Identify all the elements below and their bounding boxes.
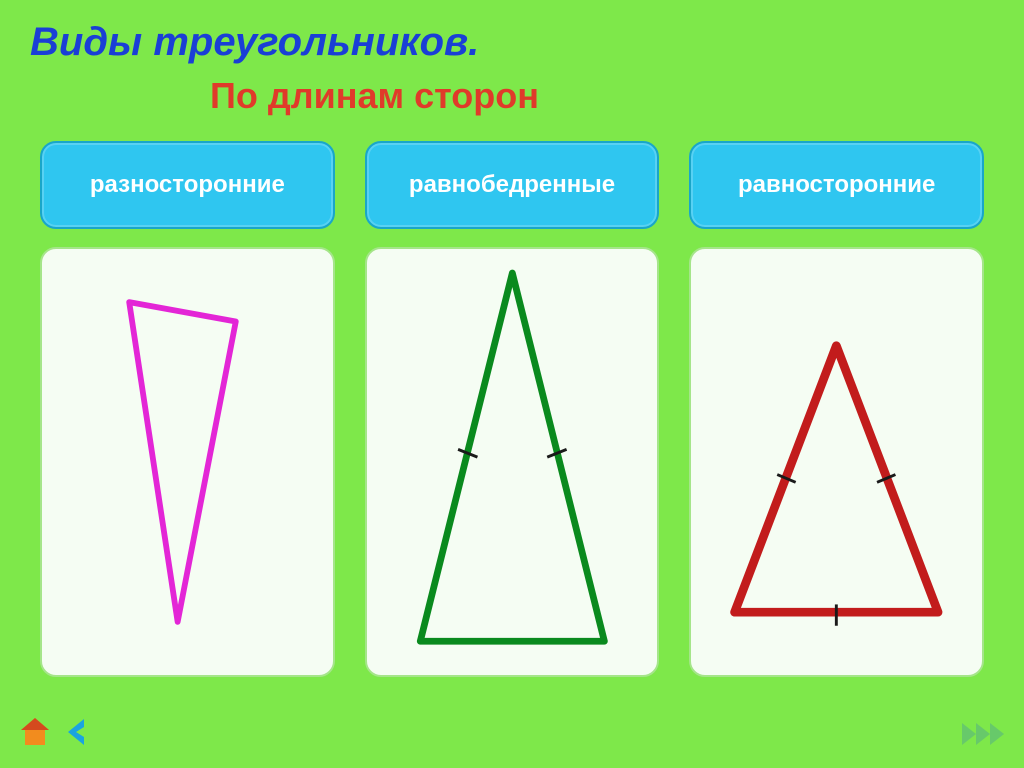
triangle-scalene xyxy=(42,249,333,675)
label-isosceles: равнобедренные xyxy=(365,141,660,229)
triangle-isosceles xyxy=(367,249,658,675)
cards-row xyxy=(30,247,994,677)
labels-row: разносторонние равнобедренные равносторо… xyxy=(30,141,994,229)
card-scalene xyxy=(40,247,335,677)
label-equilateral: равносторонние xyxy=(689,141,984,229)
next-icon[interactable] xyxy=(960,719,1006,754)
nav-right xyxy=(960,719,1006,754)
page-title: Виды треугольников. xyxy=(30,20,994,65)
triangle-shape xyxy=(129,302,236,622)
card-equilateral xyxy=(689,247,984,677)
slide: Виды треугольников. По длинам сторон раз… xyxy=(0,0,1024,768)
subtitle: По длинам сторон xyxy=(30,75,994,117)
triangle-equilateral xyxy=(691,249,982,675)
home-icon[interactable] xyxy=(18,715,52,754)
triangle-shape xyxy=(420,273,604,641)
label-scalene: разносторонние xyxy=(40,141,335,229)
nav-left xyxy=(18,715,94,754)
triangle-shape xyxy=(735,346,938,612)
back-icon[interactable] xyxy=(60,715,94,754)
label-text: равнобедренные xyxy=(409,171,615,199)
card-isosceles xyxy=(365,247,660,677)
label-text: разносторонние xyxy=(90,171,285,199)
label-text: равносторонние xyxy=(738,171,935,199)
